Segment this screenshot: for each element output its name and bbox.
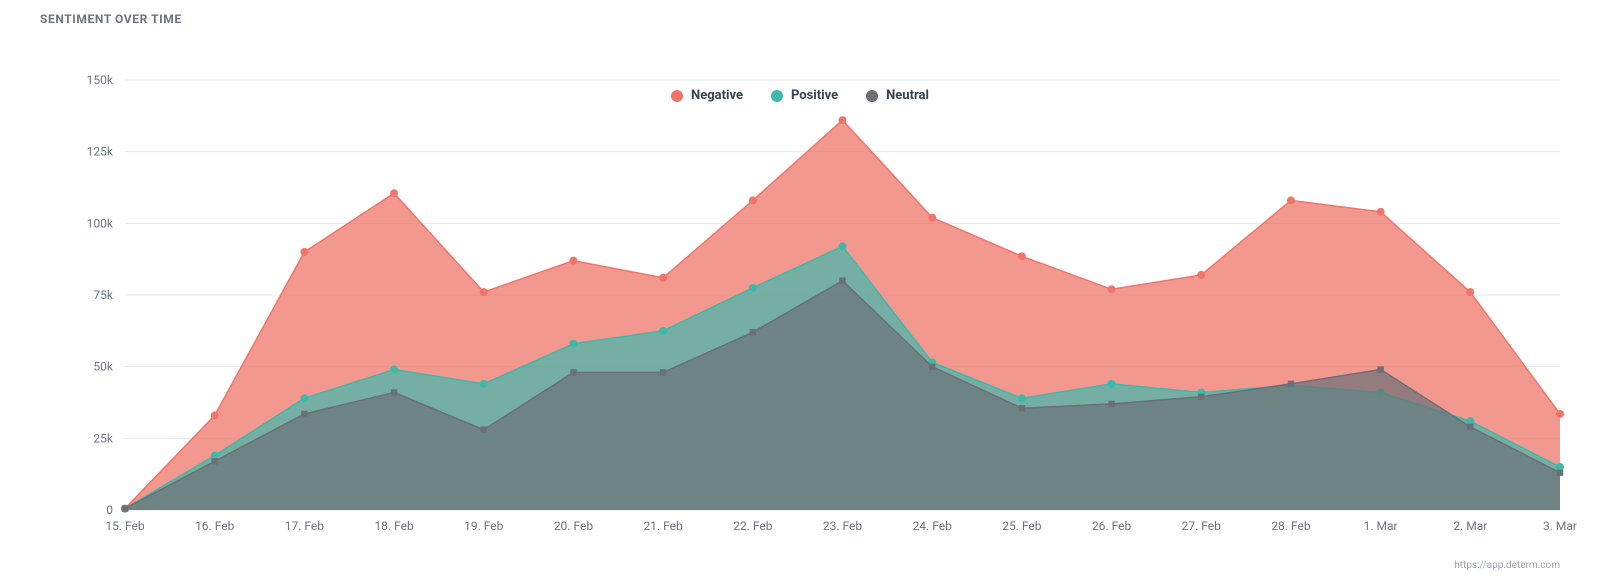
svg-text:28. Feb: 28. Feb [1271,519,1311,533]
svg-text:100k: 100k [87,216,114,230]
chart-attribution: https://app.determ.com [1454,560,1560,571]
sentiment-over-time-chart: SENTIMENT OVER TIME Negative Positive Ne… [0,0,1600,577]
svg-text:19. Feb: 19. Feb [464,519,504,533]
svg-text:16. Feb: 16. Feb [195,519,235,533]
svg-text:20. Feb: 20. Feb [554,519,594,533]
svg-text:21. Feb: 21. Feb [644,519,684,533]
svg-text:75k: 75k [93,288,113,302]
svg-text:17. Feb: 17. Feb [285,519,325,533]
svg-text:26. Feb: 26. Feb [1092,519,1132,533]
svg-text:0: 0 [106,503,113,517]
svg-text:3. Mar: 3. Mar [1543,519,1577,533]
svg-text:125k: 125k [87,145,114,159]
svg-text:15. Feb: 15. Feb [105,519,145,533]
svg-text:2. Mar: 2. Mar [1453,519,1487,533]
svg-text:150k: 150k [87,73,114,87]
svg-text:25. Feb: 25. Feb [1002,519,1042,533]
svg-text:1. Mar: 1. Mar [1364,519,1398,533]
svg-text:25k: 25k [93,431,113,445]
chart-plot-area: 0 25k 50k 75k 100k 125k 150k 15. Feb 16. Feb 17. … [0,0,1600,577]
svg-text:24. Feb: 24. Feb [913,519,953,533]
svg-text:22. Feb: 22. Feb [733,519,773,533]
svg-text:50k: 50k [93,360,113,374]
svg-text:23. Feb: 23. Feb [823,519,863,533]
svg-text:27. Feb: 27. Feb [1182,519,1222,533]
svg-text:18. Feb: 18. Feb [374,519,414,533]
